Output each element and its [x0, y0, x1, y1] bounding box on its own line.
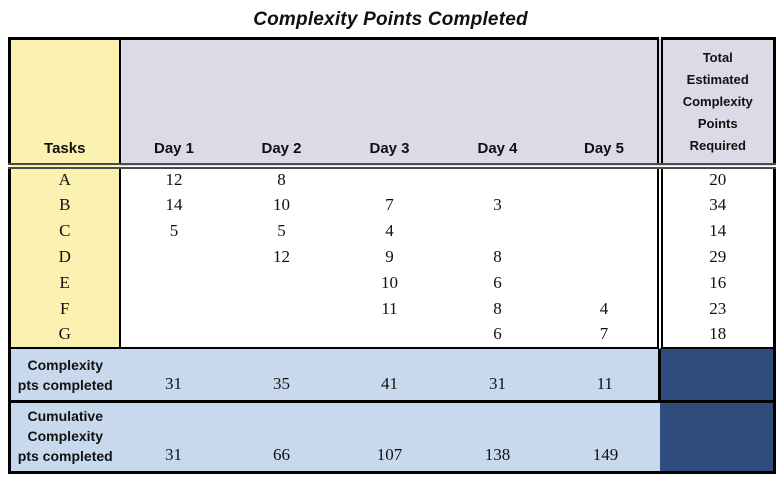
day2-value: [227, 269, 336, 296]
day4-value: 3: [443, 191, 552, 218]
day5-value: 4: [551, 295, 660, 322]
total-value: 16: [656, 269, 775, 296]
task-row-c: C 5 5 4 14: [9, 217, 775, 244]
daily-label-line-2: pts completed: [17, 377, 113, 393]
cumulative-total-day5: 149: [551, 400, 660, 473]
day2-column-header: Day 2: [227, 38, 336, 169]
total-value: 14: [656, 217, 775, 244]
day4-value: [443, 165, 552, 192]
total-value: 23: [656, 295, 775, 322]
day5-value: [551, 217, 660, 244]
task-row-e: E 10 6 16: [9, 269, 775, 296]
cumulative-totals-label: Cumulative Complexity pts completed: [9, 400, 120, 473]
day1-value: [119, 295, 228, 322]
daily-label-line-1: Complexity: [27, 357, 103, 373]
day2-value: 8: [227, 165, 336, 192]
day1-value: [119, 243, 228, 270]
day4-column-header: Day 4: [443, 38, 552, 169]
task-row-f: F 11 8 4 23: [9, 295, 775, 322]
day5-value: [551, 243, 660, 270]
day4-value: 6: [443, 269, 552, 296]
day2-value: [227, 321, 336, 348]
task-row-g: G 6 7 18: [9, 321, 775, 348]
cumulative-label-line-1: Cumulative: [27, 408, 103, 424]
task-label: D: [9, 243, 121, 270]
day5-value: 7: [551, 321, 660, 348]
task-label: E: [9, 269, 121, 296]
cumulative-total-empty-cell: [659, 400, 775, 473]
day2-value: [227, 295, 336, 322]
cumulative-label-line-2: Complexity: [27, 428, 103, 444]
task-label: F: [9, 295, 121, 322]
day1-value: 14: [119, 191, 228, 218]
daily-total-empty-cell: [658, 346, 775, 402]
task-row-d: D 12 9 8 29: [9, 243, 775, 270]
task-label: B: [9, 191, 121, 218]
total-header-line-4: Points: [697, 115, 738, 131]
day4-value: 6: [443, 321, 552, 348]
day5-value: [551, 191, 660, 218]
daily-total-day1: 31: [119, 346, 228, 402]
day5-column-header: Day 5: [551, 38, 660, 169]
total-column-header: Total Estimated Complexity Points Requir…: [656, 38, 775, 169]
total-value: 34: [656, 191, 775, 218]
task-row-b: B 14 10 7 3 34: [9, 191, 775, 218]
total-header-line-1: Total: [702, 49, 733, 65]
daily-total-day4: 31: [443, 346, 552, 402]
task-label: G: [9, 321, 121, 348]
day4-value: [443, 217, 552, 244]
day3-column-header: Day 3: [335, 38, 444, 169]
day3-value: [335, 165, 444, 192]
table-title: Complexity Points Completed: [253, 9, 528, 30]
day3-value: 7: [335, 191, 444, 218]
cumulative-total-day1: 31: [119, 400, 228, 473]
total-value: 18: [656, 321, 775, 348]
header-row: Tasks Day 1 Day 2 Day 3 Day 4 Day 5 Tota…: [9, 38, 775, 169]
day1-column-header: Day 1: [119, 38, 228, 169]
cumulative-total-day3: 107: [335, 400, 444, 473]
day5-value: [551, 165, 660, 192]
total-header-line-5: Required: [689, 137, 746, 153]
day4-value: 8: [443, 243, 552, 270]
day3-value: 10: [335, 269, 444, 296]
daily-total-day3: 41: [335, 346, 444, 402]
daily-totals-row: Complexity pts completed 31 35 41 31 11: [9, 346, 775, 402]
cumulative-label-line-3: pts completed: [17, 448, 113, 464]
cumulative-total-day4: 138: [443, 400, 552, 473]
day2-value: 5: [227, 217, 336, 244]
day2-value: 10: [227, 191, 336, 218]
day1-value: [119, 321, 228, 348]
task-label: A: [9, 165, 121, 192]
task-row-a: A 12 8 20: [9, 165, 775, 192]
total-value: 20: [656, 165, 775, 192]
day3-value: 9: [335, 243, 444, 270]
day3-value: [335, 321, 444, 348]
day2-value: 12: [227, 243, 336, 270]
day3-value: 11: [335, 295, 444, 322]
total-header-line-2: Estimated: [686, 71, 749, 87]
task-label: C: [9, 217, 121, 244]
tasks-column-header: Tasks: [9, 38, 121, 169]
day3-value: 4: [335, 217, 444, 244]
day1-value: [119, 269, 228, 296]
cumulative-totals-row: Cumulative Complexity pts completed 31 6…: [9, 400, 775, 473]
complexity-points-table: Tasks Day 1 Day 2 Day 3 Day 4 Day 5 Tota…: [8, 37, 776, 474]
daily-total-day5: 11: [551, 346, 660, 402]
total-value: 29: [656, 243, 775, 270]
daily-total-day2: 35: [227, 346, 336, 402]
day5-value: [551, 269, 660, 296]
day1-value: 12: [119, 165, 228, 192]
day4-value: 8: [443, 295, 552, 322]
daily-totals-label: Complexity pts completed: [9, 346, 120, 402]
cumulative-total-day2: 66: [227, 400, 336, 473]
total-header-line-3: Complexity: [682, 93, 753, 109]
day1-value: 5: [119, 217, 228, 244]
